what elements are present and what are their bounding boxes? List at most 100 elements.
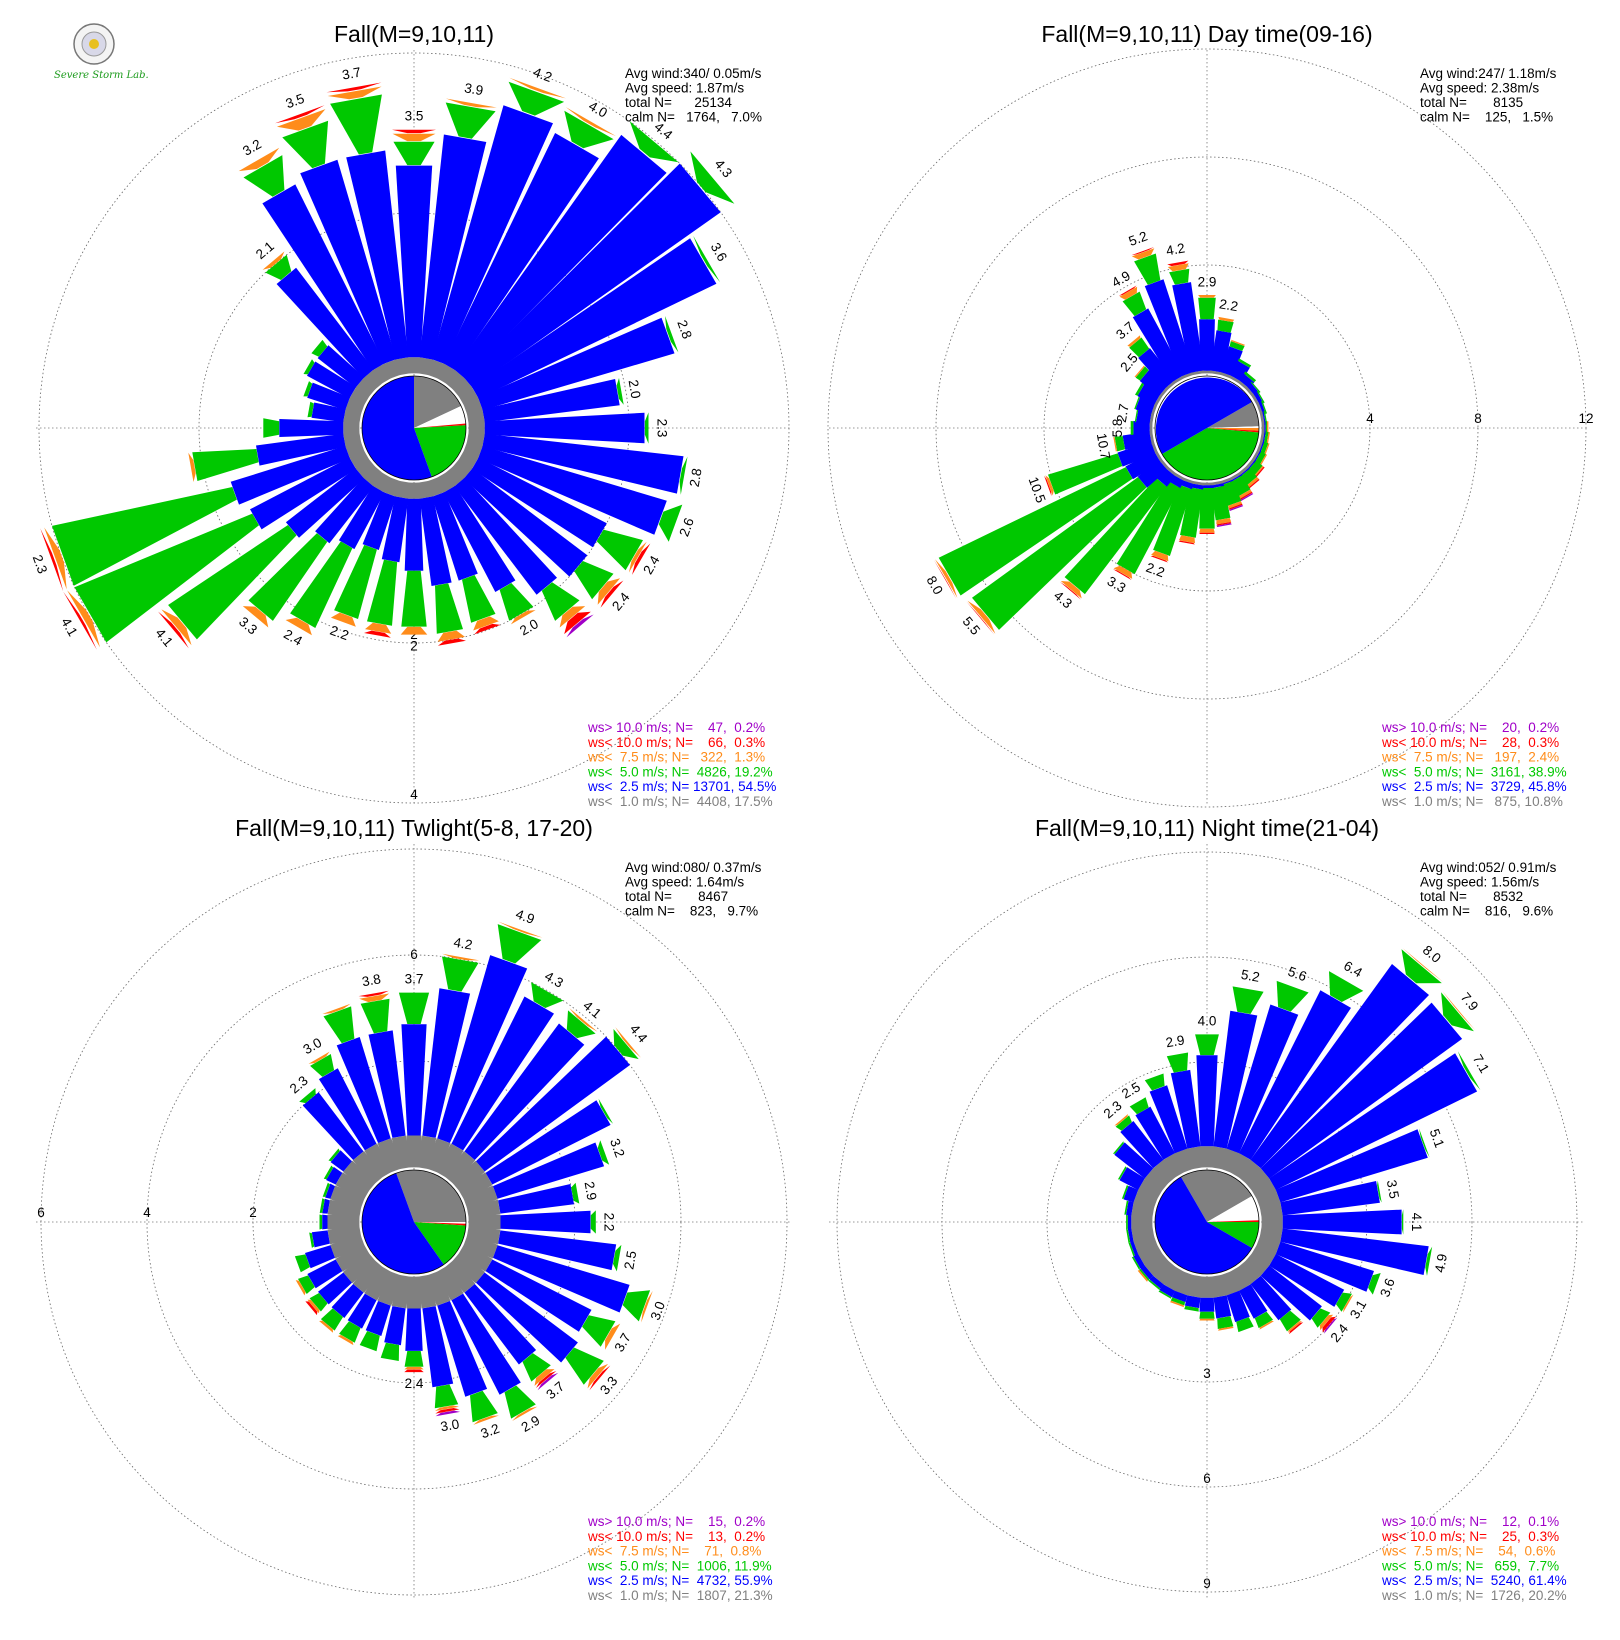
bar-label: 3.2 <box>479 1421 502 1442</box>
bar-segment-orange <box>615 1027 641 1058</box>
direction-bar <box>451 151 735 398</box>
stat-avg-speed: Avg speed: 1.87m/s <box>625 81 744 96</box>
bar-segment-blue <box>1213 1295 1232 1319</box>
bar-segment-blue <box>484 412 645 444</box>
bar-segment-red <box>358 990 389 997</box>
bar-segment-purple <box>1229 505 1244 512</box>
bar-segment-green <box>1135 366 1149 381</box>
bar-segment-green <box>522 1353 551 1382</box>
bar-segment-orange <box>322 1003 351 1014</box>
bar-segment-blue <box>1137 383 1161 406</box>
bar-segment-green <box>334 544 377 619</box>
bar-segment-gray <box>335 1172 371 1201</box>
bar-segment-blue <box>1239 990 1351 1160</box>
bar-segment-blue <box>1275 1129 1428 1203</box>
bar-label: 4.9 <box>1432 1253 1450 1274</box>
bar-segment-green <box>1279 1310 1301 1332</box>
bar-segment-orange <box>967 600 996 634</box>
bar-segment-blue <box>1138 348 1176 389</box>
bar-segment-gray <box>355 377 377 398</box>
legend-entry: ws< 1.0 m/s; N= 1726, 20.2% <box>1381 1588 1567 1603</box>
bar-segment-green <box>1457 1051 1481 1091</box>
bar-segment-red <box>1059 581 1081 600</box>
bar-segment-green <box>1254 1311 1273 1329</box>
legend-entry: ws< 7.5 m/s; N= 54, 0.6% <box>1381 1544 1555 1559</box>
bar-label: 2.7 <box>1114 403 1132 424</box>
bar-segment-green <box>442 956 479 992</box>
bar-segment-green <box>1180 487 1203 538</box>
direction-bar <box>1118 285 1186 385</box>
bar-segment-green <box>1139 1268 1150 1281</box>
bar-segment-green <box>303 381 313 397</box>
bar-segment-purple <box>1216 523 1232 528</box>
bar-segment-orange <box>1113 436 1117 452</box>
bar-label: 3.9 <box>463 80 484 98</box>
bar-segment-green <box>1170 1297 1185 1306</box>
bar-segment-red <box>600 580 624 608</box>
bar-segment-green <box>323 1165 334 1180</box>
bar-segment-orange <box>498 921 543 938</box>
bar-segment-orange <box>1288 1321 1302 1333</box>
bar-segment-red <box>632 543 651 575</box>
bar-segment-gray <box>1131 1215 1153 1229</box>
bar-segment-gray <box>457 1172 493 1201</box>
direction-bar <box>1131 1243 1164 1270</box>
bar-segment-blue <box>498 1184 574 1214</box>
bar-segment-blue <box>1137 459 1168 488</box>
bar-segment-orange <box>1216 518 1232 525</box>
bar-segment-gray <box>330 1185 365 1210</box>
bar-segment-red <box>1254 466 1265 478</box>
bar-segment-blue <box>1269 1053 1478 1190</box>
chart-title: Fall(M=9,10,11) Night time(21-04) <box>1035 815 1379 841</box>
bar-label: 2.8 <box>674 318 695 341</box>
bar-segment-blue <box>478 317 675 411</box>
bar-segment-green <box>571 1182 580 1204</box>
direction-bar <box>295 1243 371 1296</box>
direction-bar <box>468 412 649 444</box>
bar-segment-green <box>1377 1180 1382 1203</box>
bar-segment-orange <box>319 1320 333 1333</box>
bar-segment-green <box>1134 408 1139 423</box>
bar-segment-blue <box>463 468 588 577</box>
calm-pie-slice <box>414 1222 467 1224</box>
bar-segment-blue <box>401 1024 427 1136</box>
bar-segment-blue <box>311 1230 330 1248</box>
direction-bar <box>359 1271 402 1352</box>
direction-bar <box>308 1051 393 1179</box>
bar-segment-orange <box>1045 475 1054 496</box>
bar-segment-orange <box>1060 581 1082 599</box>
direction-bar <box>294 1234 365 1273</box>
bar-label: 3.7 <box>341 65 362 83</box>
bar-segment-gray <box>377 1138 402 1173</box>
bar-segment-orange <box>509 77 566 99</box>
direction-bar <box>1059 465 1177 600</box>
bar-segment-gray <box>343 1252 377 1284</box>
bar-segment-red <box>1248 479 1260 489</box>
bar-label: 3.5 <box>405 109 424 124</box>
bar-segment-blue <box>405 1308 423 1351</box>
bar-segment-orange <box>445 98 497 108</box>
bar-segment-orange <box>587 1363 609 1389</box>
direction-bar <box>444 121 679 391</box>
bar-segment-green <box>613 1029 639 1060</box>
direction-bar <box>299 1088 384 1185</box>
bar-segment-blue <box>276 267 374 379</box>
calm-pie-slice <box>362 1173 444 1274</box>
bar-segment-green <box>74 513 259 643</box>
bar-segment-orange <box>404 1366 424 1370</box>
direction-bar <box>1126 1224 1155 1244</box>
bar-segment-gray <box>330 1234 365 1259</box>
bar-segment-blue <box>1220 346 1243 377</box>
direction-bar <box>1209 1274 1234 1331</box>
bar-segment-orange <box>1137 1270 1148 1282</box>
bar-label: 4.1 <box>1409 1213 1424 1232</box>
bar-segment-blue <box>1144 279 1194 377</box>
bar-segment-green <box>693 235 721 283</box>
bar-segment-gray <box>1244 1252 1270 1276</box>
bar-segment-green <box>470 1390 498 1423</box>
bar-segment-green <box>616 378 624 405</box>
bar-segment-gray <box>457 449 479 470</box>
bar-segment-orange <box>442 953 480 961</box>
direction-bar <box>426 77 566 379</box>
bar-segment-gray <box>468 1214 501 1230</box>
